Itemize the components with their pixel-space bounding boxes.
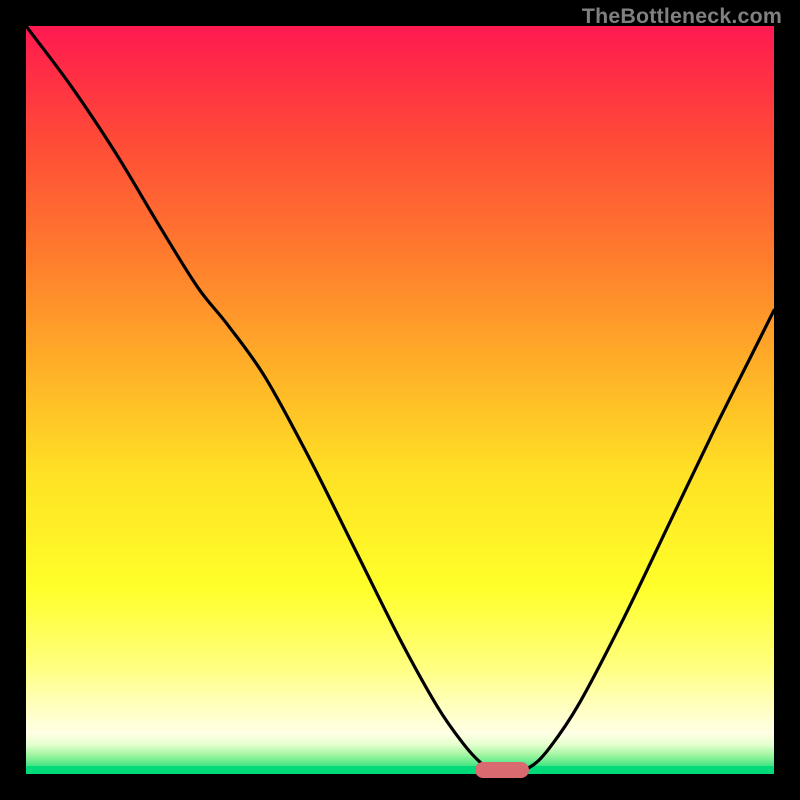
optimum-marker <box>475 762 529 778</box>
bottleneck-curve <box>26 26 774 774</box>
chart-frame: TheBottleneck.com <box>0 0 800 800</box>
curve-path <box>26 26 774 773</box>
plot-area <box>26 26 774 774</box>
